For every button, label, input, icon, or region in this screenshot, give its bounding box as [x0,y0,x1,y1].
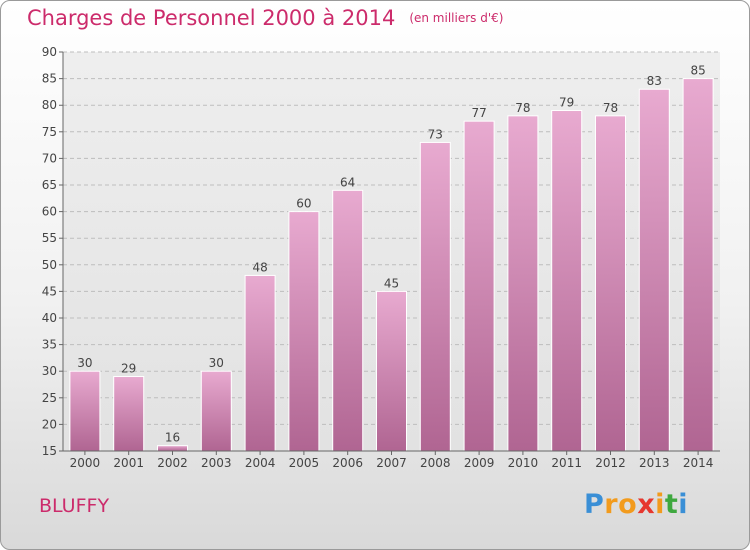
x-tick-label-2002: 2002 [157,456,188,470]
x-tick-label-2012: 2012 [595,456,626,470]
data-labels: 30 29 16 30 48 60 64 45 73 77 78 79 78 83 85 [77,64,705,445]
x-tick-label-2010: 2010 [508,456,539,470]
data-label-2010: 78 [515,101,530,115]
bar-2001 [113,376,145,452]
chart-title: Charges de Personnel 2000 à 2014 [27,6,396,30]
y-tick-label: 85 [42,72,57,86]
chart-title-block: Charges de Personnel 2000 à 2014 (en mill… [27,6,503,30]
bar-2008 [419,141,451,452]
data-label-2005: 60 [296,197,311,211]
y-tick-label: 40 [42,311,57,325]
y-tick-label: 55 [42,231,57,245]
data-label-2009: 77 [471,106,486,120]
x-tick-label-2005: 2005 [289,456,320,470]
data-label-2002: 16 [165,431,180,445]
y-tick-label: 35 [42,338,57,352]
logo-letter: r [604,489,619,520]
x-tick-label-2011: 2011 [551,456,582,470]
bar-2014 [682,78,714,452]
bar-2009 [463,120,495,452]
bar-2005 [288,211,320,452]
logo-letter: x [637,489,656,520]
bar-2002 [157,445,188,452]
x-tick-label-2004: 2004 [245,456,276,470]
x-tick-label-2014: 2014 [683,456,714,470]
y-tick-label: 75 [42,125,57,139]
bar-2004 [244,274,276,452]
y-tick-label: 50 [42,258,57,272]
bar-2000 [69,370,101,452]
bar-2012 [595,115,626,452]
x-tick-label-2003: 2003 [201,456,232,470]
bar-2013 [638,88,670,452]
x-axis: 2000 2001 2002 2003 2004 2005 2006 2007 2008 2009… [63,450,720,470]
logo-letter: o [618,489,638,520]
data-label-2004: 48 [252,260,267,274]
proxiti-logo: Proxiti [584,489,688,520]
logo-letter: i [678,489,689,520]
data-label-2014: 85 [690,64,705,78]
data-label-2001: 29 [121,362,136,376]
y-tick-label: 30 [42,364,57,378]
x-tick-label-2013: 2013 [639,456,670,470]
logo-letter: i [655,489,665,520]
x-tick-label-2006: 2006 [332,456,363,470]
y-tick-label: 90 [42,45,57,59]
data-label-2006: 64 [340,175,355,189]
y-tick-label: 65 [42,178,57,192]
y-axis: 15 20 25 30 35 40 45 50 55 60 65 70 75 80 85 90 [42,45,64,458]
data-label-2003: 30 [209,356,224,370]
y-tick-label: 45 [42,284,57,298]
data-label-2000: 30 [77,356,92,370]
bar-2007 [376,290,407,452]
data-label-2013: 83 [647,74,662,88]
y-tick-label: 70 [42,151,57,165]
y-tick-label: 20 [42,417,57,431]
x-tick-label-2009: 2009 [464,456,495,470]
y-tick-label: 25 [42,391,57,405]
data-label-2007: 45 [384,276,399,290]
bar-2010 [507,115,539,452]
chart-subtitle: (en milliers d'€) [409,11,504,25]
y-tick-label: 60 [42,205,57,219]
y-tick-label: 80 [42,98,57,112]
data-label-2012: 78 [603,101,618,115]
x-tick-label-2000: 2000 [70,456,101,470]
data-label-2008: 73 [428,127,443,141]
logo-letter: P [584,489,605,520]
logo-letter: t [664,489,679,520]
y-tick-label: 15 [42,444,57,458]
x-tick-label-2008: 2008 [420,456,451,470]
data-label-2011: 79 [559,96,574,110]
x-tick-label-2007: 2007 [376,456,407,470]
commune-name: BLUFFY [39,495,110,517]
bar-2006 [332,189,364,452]
bar-2003 [200,370,232,452]
bar-2011 [551,110,583,452]
x-tick-label-2001: 2001 [113,456,144,470]
